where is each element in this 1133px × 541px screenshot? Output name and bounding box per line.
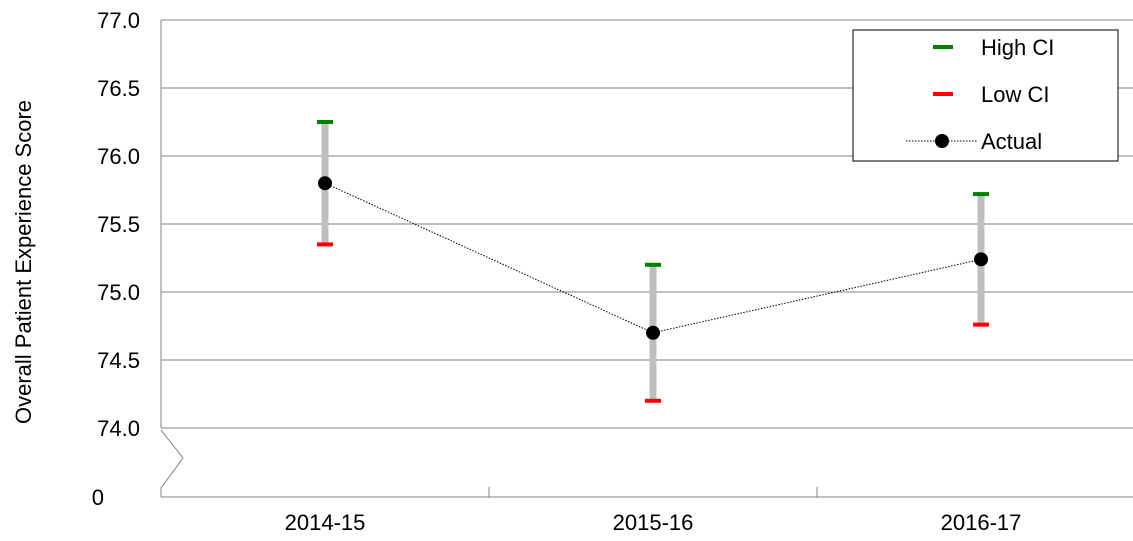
legend-label-high-ci: High CI	[981, 35, 1054, 60]
y-tick-label: 74.5	[97, 348, 140, 373]
x-tick-label: 2015-16	[613, 510, 694, 535]
data-markers	[317, 120, 989, 403]
y-tick-label: 75.5	[97, 212, 140, 237]
x-tick-label: 2016-17	[941, 510, 1022, 535]
error-bars	[321, 122, 985, 401]
x-axis-ticks	[160, 487, 818, 497]
legend-label-low-ci: Low CI	[981, 82, 1049, 107]
actual-marker	[318, 176, 332, 191]
y-axis-title: Overall Patient Experience Score	[11, 100, 36, 424]
actual-marker	[646, 325, 660, 340]
axis-break-zigzag	[160, 429, 184, 489]
y-break-label: 0	[92, 485, 104, 510]
y-tick-label: 77.0	[97, 8, 140, 33]
legend-label-actual: Actual	[981, 129, 1042, 154]
legend-box	[852, 29, 1119, 162]
legend: High CI Low CI Actual	[852, 29, 1119, 162]
y-tick-label: 75.0	[97, 280, 140, 305]
actual-marker	[974, 252, 988, 267]
y-axis-tick-labels: 77.0 76.5 76.0 75.5 75.0 74.5 74.0	[97, 8, 140, 441]
y-tick-label: 76.0	[97, 144, 140, 169]
y-tick-label: 74.0	[97, 416, 140, 441]
x-tick-label: 2014-15	[285, 510, 366, 535]
x-axis-tick-labels: 2014-15 2015-16 2016-17	[285, 510, 1022, 535]
y-tick-label: 76.5	[97, 76, 140, 101]
axes	[160, 20, 1133, 498]
legend-swatch-actual-marker	[935, 134, 949, 148]
